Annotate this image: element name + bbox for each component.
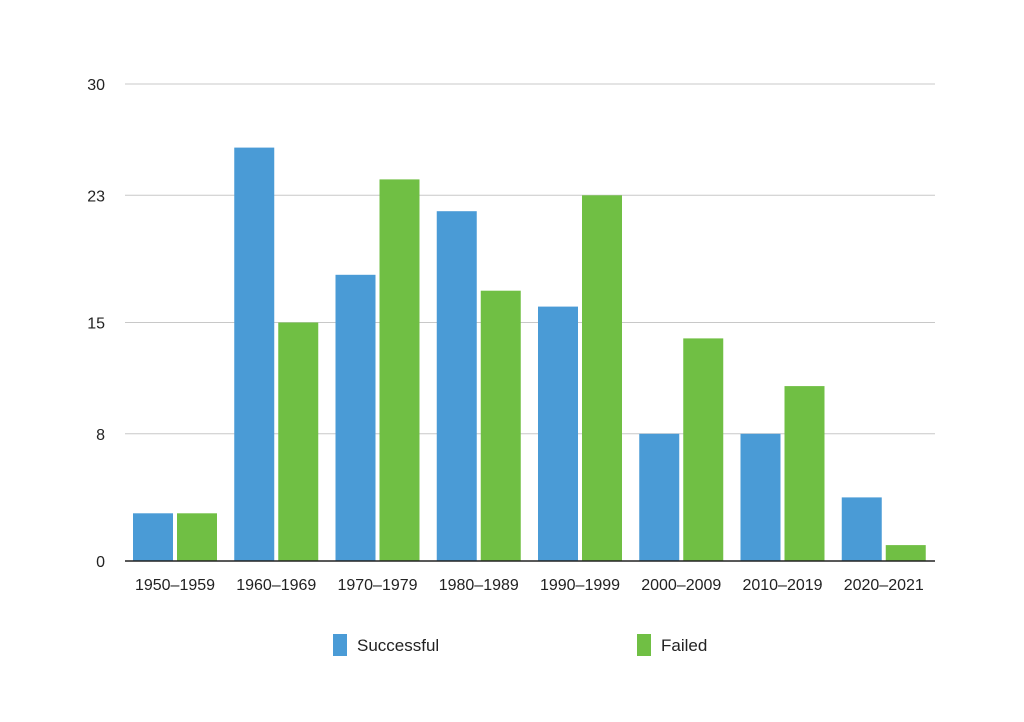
x-tick-label: 2010–2019 (742, 577, 822, 594)
bar-failed-2 (379, 179, 420, 561)
bar-successful-7 (841, 497, 882, 561)
bar-successful-5 (639, 433, 680, 561)
bar-failed-0 (177, 513, 217, 561)
bar-failed-4 (582, 195, 622, 562)
bar-failed-3 (480, 290, 521, 561)
x-tick-label: 1970–1979 (337, 577, 417, 594)
bar-successful-0 (133, 513, 173, 561)
legend-swatch-successful (333, 634, 347, 656)
x-tick-label: 2020–2021 (844, 577, 924, 594)
x-tick-label: 1950–1959 (135, 577, 215, 594)
bar-successful-3 (436, 211, 477, 561)
bar-failed-1 (278, 322, 319, 561)
x-tick-label: 1990–1999 (540, 577, 620, 594)
y-tick-label: 8 (96, 427, 105, 444)
y-tick-label: 30 (87, 77, 105, 94)
x-axis-ticks: 1950–1959 1960–1969 1970–1979 1980–1989 1990… (135, 577, 924, 594)
legend: Successful Failed (333, 634, 707, 656)
bar-successful-1 (234, 147, 275, 561)
legend-label-successful: Successful (357, 636, 439, 655)
bars (133, 147, 926, 562)
bar-successful-2 (335, 274, 376, 561)
legend-label-failed: Failed (661, 636, 707, 655)
legend-swatch-failed (637, 634, 651, 656)
bar-successful-4 (538, 306, 578, 561)
x-tick-label: 2000–2009 (641, 577, 721, 594)
y-tick-label: 23 (87, 188, 105, 205)
bar-failed-7 (885, 545, 926, 561)
y-tick-label: 0 (96, 554, 105, 571)
x-tick-label: 1960–1969 (236, 577, 316, 594)
x-tick-label: 1980–1989 (439, 577, 519, 594)
bar-failed-6 (784, 386, 825, 561)
y-tick-label: 15 (87, 316, 105, 333)
y-axis-ticks: 0 8 15 23 30 (87, 77, 105, 571)
bar-successful-6 (740, 433, 781, 561)
bar-failed-5 (683, 338, 724, 561)
